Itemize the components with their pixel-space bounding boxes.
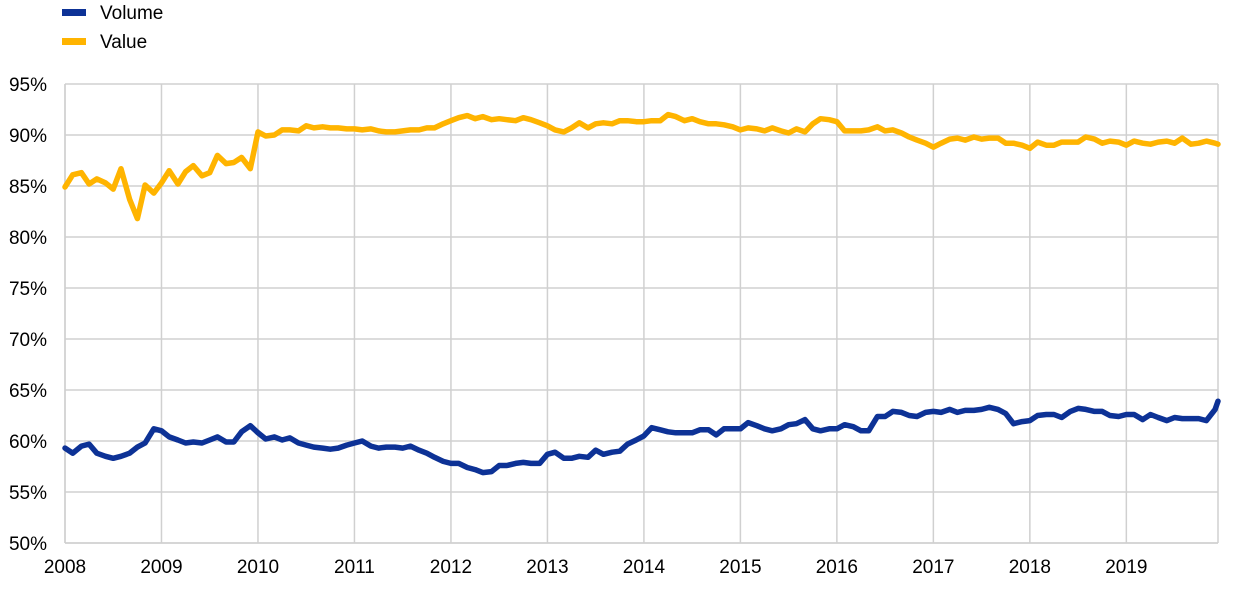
x-tick-label: 2017 — [912, 557, 954, 578]
x-tick-label: 2014 — [623, 557, 666, 578]
legend-label-volume: Volume — [100, 3, 163, 24]
x-tick-label: 2016 — [816, 557, 858, 578]
series-line-volume — [62, 398, 1221, 476]
y-tick-label: 80% — [9, 228, 47, 249]
y-tick-label: 65% — [9, 381, 47, 402]
x-tick-label: 2011 — [334, 557, 375, 578]
x-tick-label: 2015 — [719, 557, 761, 578]
y-tick-label: 75% — [9, 279, 47, 300]
x-tick-label: 2019 — [1105, 557, 1147, 578]
legend-swatch-volume — [62, 9, 86, 16]
y-tick-label: 85% — [9, 177, 47, 198]
x-tick-label: 2013 — [526, 557, 568, 578]
y-axis-ticks: 50% 55% 60% 65% 70% 75% 80% 85% 90% 95% — [9, 75, 47, 555]
legend: Volume Value — [62, 3, 163, 53]
plot-frame — [64, 84, 1219, 544]
y-tick-label: 70% — [9, 330, 47, 351]
y-tick-label: 50% — [9, 534, 47, 555]
x-tick-label: 2018 — [1009, 557, 1051, 578]
gridlines — [64, 83, 1218, 544]
y-tick-label: 95% — [9, 75, 47, 96]
legend-label-value: Value — [100, 32, 147, 53]
x-tick-label: 2012 — [430, 557, 472, 578]
x-axis-ticks: 2008 2009 2010 2011 2012 2013 2014 2015 2016 2017… — [44, 557, 1148, 578]
y-tick-label: 60% — [9, 432, 47, 453]
legend-swatch-value — [62, 38, 86, 45]
x-tick-label: 2008 — [44, 557, 86, 578]
y-tick-label: 55% — [9, 483, 47, 504]
y-tick-label: 90% — [9, 126, 47, 147]
x-tick-label: 2009 — [140, 557, 182, 578]
series-line-value — [62, 111, 1221, 222]
series-lines — [62, 111, 1221, 476]
x-tick-label: 2010 — [237, 557, 279, 578]
